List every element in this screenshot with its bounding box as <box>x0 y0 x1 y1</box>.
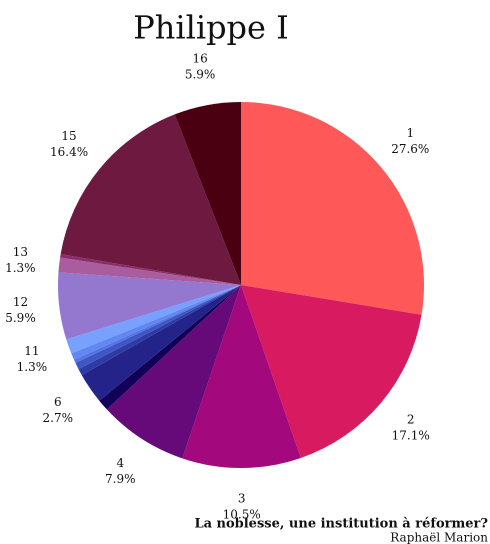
pie-slice <box>182 285 301 468</box>
slice-value-label: 5.9% <box>185 67 216 81</box>
subtitle: La noblesse, une institution à réformer? <box>194 517 488 532</box>
pie-slice <box>57 272 241 340</box>
slice-category: 3 <box>238 491 246 505</box>
slice-category: 1 <box>406 126 414 140</box>
slice-value-label: 2.7% <box>43 411 74 425</box>
slice-category: 16 <box>192 51 207 65</box>
slice-category: 12 <box>13 295 28 309</box>
author: Raphaël Marion <box>390 531 488 544</box>
pie-slice <box>241 102 424 315</box>
pie-slice <box>60 254 242 285</box>
pie-slice <box>174 102 241 285</box>
slice-value-label: 16.4% <box>50 145 88 159</box>
pie-slice <box>106 285 241 459</box>
slice-category: 6 <box>54 395 62 409</box>
slice-value-label: 27.6% <box>391 142 429 156</box>
slice-category: 11 <box>24 344 39 358</box>
chart-title: Philippe I <box>133 9 289 47</box>
pie-slice <box>73 285 241 363</box>
slice-category: 13 <box>13 245 28 259</box>
slice-value-label: 5.9% <box>5 311 36 325</box>
pie-slice <box>241 285 422 458</box>
pie-slice <box>58 257 241 285</box>
slice-value-label: 10.5% <box>223 507 261 521</box>
slice-value-label: 1.3% <box>17 360 48 374</box>
pie-slice <box>99 285 242 410</box>
pie-slice <box>60 114 241 285</box>
slice-category: 15 <box>61 129 76 143</box>
slice-category: 4 <box>116 456 124 470</box>
pie-slice <box>66 285 241 354</box>
pie-slice <box>81 285 241 401</box>
slice-value-label: 7.9% <box>105 472 136 486</box>
pie-slice <box>75 285 241 370</box>
pie-slice <box>71 285 242 360</box>
slice-value-label: 17.1% <box>392 429 430 443</box>
slice-category: 2 <box>407 413 415 427</box>
slice-value-label: 1.3% <box>5 261 36 275</box>
pie-slice <box>78 285 241 376</box>
